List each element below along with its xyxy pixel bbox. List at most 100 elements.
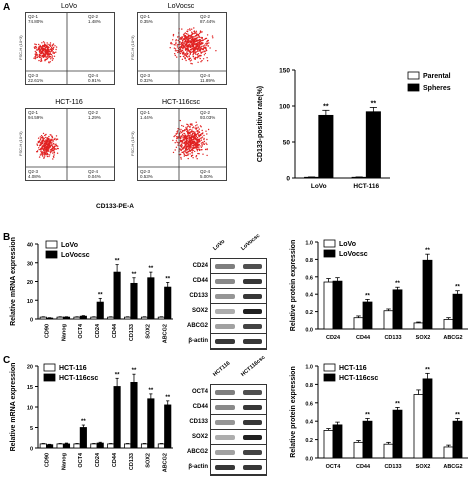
significance-mark: ** [395,281,400,287]
x-tick-label: OCT4 [326,464,342,470]
flow-plot: Q2-1 1.44% Q2-2 93.03% Q2-3 0.53% Q2-4 5.00… [137,108,227,181]
western-blot-row-label: β-actin [188,337,208,344]
legend-swatch [45,250,58,259]
bar [39,443,47,449]
western-blot-frame: CD24 CD44 CD133 SOX2 ABCG2 β-actin [187,258,267,350]
bar [413,394,424,459]
x-tick-label: OCT4 [78,452,84,468]
western-blot-band [215,450,235,455]
bar [62,443,71,449]
western-blot-row-label: ABCG2 [186,448,208,455]
significance-mark: ** [115,259,120,265]
western-blot-row: CD133 [189,289,266,304]
x-tick-label: CD24 [95,323,101,338]
y-tick-label: 10 [27,299,33,305]
flow-quadrant-label: Q2-3 0.53% [140,169,153,179]
significance-mark: ** [371,100,377,107]
western-blot-lane-label: LoVo [212,238,227,252]
y-tick-label: 0.2 [305,310,313,316]
flow-quadrant-label: Q2-4 11.89% [200,73,215,83]
western-blot-row: CD44 [193,274,266,289]
legend-label: LoVocsc [339,251,368,258]
bar [130,282,138,320]
legend-swatch [407,71,420,80]
significance-mark: ** [365,293,370,299]
y-axis-label: CD133-positive rate(%) [257,86,264,162]
legend-label: LoVocsc [61,252,90,259]
flow-quadrant-label: Q2-1 0.35% [140,14,153,24]
chart-c-protein-expression: 0.0 0.2 0.4 0.6 0.8 1.0 Relative protein expre… [290,363,468,470]
bar [107,443,115,449]
western-blot-row-label: OCT4 [191,388,208,395]
flow-quadrant-label: Q2-2 1.48% [88,14,101,24]
y-axis-label: Relative protein expression [290,366,297,457]
y-tick-label: 20 [27,365,33,371]
bar [443,319,454,330]
flow-plot-title: LoVocsc [167,3,195,10]
legend-label: Spheres [423,85,451,92]
legend-swatch [323,363,336,372]
bar [73,443,81,449]
flow-plot: Q2-1 0.35% Q2-2 87.44% Q2-3 0.32% Q2-4 11.8… [137,12,227,85]
western-blot-band [242,435,262,440]
flow-quadrant-label: Q2-1 1.44% [140,110,153,120]
bar [96,442,104,449]
chart-b-protein-expression: 0.0 0.2 0.4 0.6 0.8 1.0 Relative protein expre… [290,239,468,341]
significance-mark: ** [165,276,170,282]
western-blot-row-label: SOX2 [191,307,208,314]
x-tick-label: Nanog [61,324,67,341]
x-tick-label: CD44 [356,464,371,470]
bar [46,444,54,449]
bar [39,316,47,320]
panel-letter-c: C [3,355,11,366]
x-tick-label: ABCG2 [443,335,462,341]
western-blot-band [215,324,235,329]
bar [164,404,172,449]
flow-x-axis-title: CD133-PE-A [96,203,134,210]
western-blot-band [242,420,262,425]
y-axis-label: Relative protein expression [290,240,297,331]
flow-quadrant-label: Q2-4 0.91% [88,73,101,83]
western-blot-band [242,279,262,284]
bar [351,176,367,179]
y-tick-label: 0.2 [305,438,313,444]
flow-quadrant-label: Q2-3 4.08% [28,169,41,179]
significance-mark: ** [132,368,137,374]
x-tick-label: SOX2 [416,335,431,341]
bar [124,443,132,449]
x-tick-label: HCT-116 [353,183,379,190]
bar [113,271,121,320]
flow-plot: Q2-1 74.80% Q2-2 1.48% Q2-3 22.61% Q2-4 0.9… [25,12,115,85]
y-tick-label: 0.0 [305,457,313,463]
bar [443,446,454,459]
western-blot-band [242,309,262,314]
chart-cd133-positive-rate: 0 50 100 150 CD133-positive rate(%) ** LoVo ** H… [257,68,451,191]
y-tick-label: 1.0 [305,365,313,371]
bar [107,316,115,320]
x-tick-label: LoVo [311,183,327,190]
bar [452,293,463,330]
y-tick-label: 1.0 [305,241,313,247]
legend-swatch [43,363,56,372]
western-blot-band [215,435,235,440]
western-blot-band [215,420,235,425]
y-tick-label: 150 [279,68,290,75]
chart-c-mrna-expression: 0 5 10 15 20 Relative mRNA expression CD90 Nano… [10,363,173,472]
flow-y-axis-label: FSC-H (10^3) [18,35,23,60]
y-tick-label: 0.0 [305,328,313,334]
legend-label: LoVo [61,242,78,249]
bar [332,280,343,330]
western-blot-band [215,264,235,269]
y-tick-label: 100 [279,104,290,111]
western-blot-band [215,339,235,344]
western-blot-lane-label: LoVocsc [239,232,261,252]
bar [362,420,373,459]
western-blot-band [242,465,262,470]
western-blot-band [242,339,262,344]
western-blot-band [215,294,235,299]
bar [383,310,394,330]
bar [96,301,104,320]
western-blot-row-label: ABCG2 [186,322,208,329]
flow-plot-title: LoVo [61,3,77,10]
bar [79,427,87,449]
